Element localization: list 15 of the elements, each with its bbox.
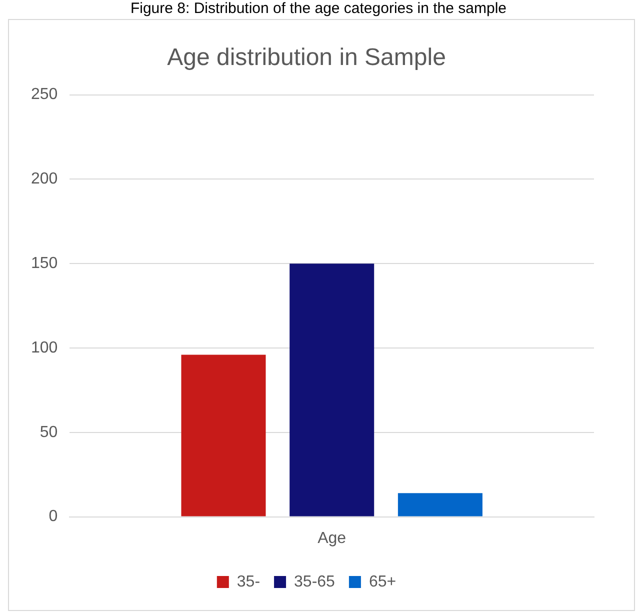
legend-label: 35-	[236, 573, 260, 590]
chart-title: Age distribution in Sample	[167, 44, 446, 72]
legend-label: 65+	[368, 573, 396, 590]
y-tick-label: 100	[30, 339, 58, 356]
caption: Figure 8: Distribution of the age categories in the sample	[129, 0, 508, 18]
y-tick-label: 250	[30, 86, 58, 104]
legend-label: 35-65	[294, 573, 336, 590]
y-tick-label: 200	[30, 170, 58, 188]
y-tick-label: 0	[48, 508, 58, 526]
y-tick-label: 150	[30, 255, 58, 272]
y-tick-label: 50	[40, 424, 58, 441]
bar	[181, 354, 266, 516]
x-tick-label: Age	[318, 530, 346, 547]
bar	[290, 264, 374, 516]
bar	[398, 493, 482, 516]
